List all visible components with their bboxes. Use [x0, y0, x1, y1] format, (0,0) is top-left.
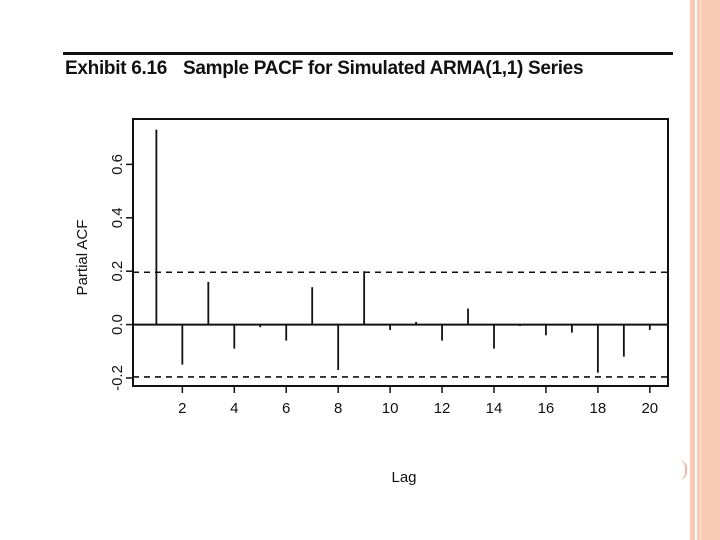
x-tick-label: 20	[641, 400, 658, 417]
x-axis-title: Lag	[391, 469, 416, 486]
x-tick-label: 10	[382, 400, 399, 417]
y-tick-label: 0.6	[109, 154, 126, 175]
x-tick-label: 16	[538, 400, 555, 417]
x-tick-label: 4	[230, 400, 238, 417]
y-tick-label: 0.4	[109, 207, 126, 228]
plot-frame	[132, 118, 669, 387]
y-tick-label: 0.2	[109, 261, 126, 282]
x-tick-label: 8	[334, 400, 342, 417]
y-tick-label: 0.0	[109, 314, 126, 335]
exhibit-title: Exhibit 6.16 Sample PACF for Simulated AR…	[65, 58, 584, 80]
exhibit-top-rule	[63, 52, 673, 55]
slide-border-stripe	[695, 0, 697, 540]
x-tick-label: 14	[486, 400, 503, 417]
y-tick-label: -0.2	[109, 365, 126, 391]
slide-decoration	[679, 460, 687, 480]
y-axis-title: Partial ACF	[74, 220, 91, 296]
exhibit-caption: Sample PACF for Simulated ARMA(1,1) Seri…	[183, 58, 584, 79]
pacf-chart: 2 4 6 8 10 12 14 16 18 20 -0.2 0.0 0.2 0.4 0.6 Lag Parti…	[74, 118, 669, 486]
x-tick-label: 18	[590, 400, 607, 417]
x-tick-label: 12	[434, 400, 451, 417]
exhibit-number: Exhibit 6.16	[65, 58, 167, 79]
slide-border-stripe-thin	[700, 0, 701, 540]
x-tick-label: 2	[178, 400, 186, 417]
plot-layer: 2 4 6 8 10 12 14 16 18 20 -0.2 0.0 0.2 0.4 0.6 Lag Parti…	[74, 118, 669, 486]
x-tick-label: 6	[282, 400, 290, 417]
